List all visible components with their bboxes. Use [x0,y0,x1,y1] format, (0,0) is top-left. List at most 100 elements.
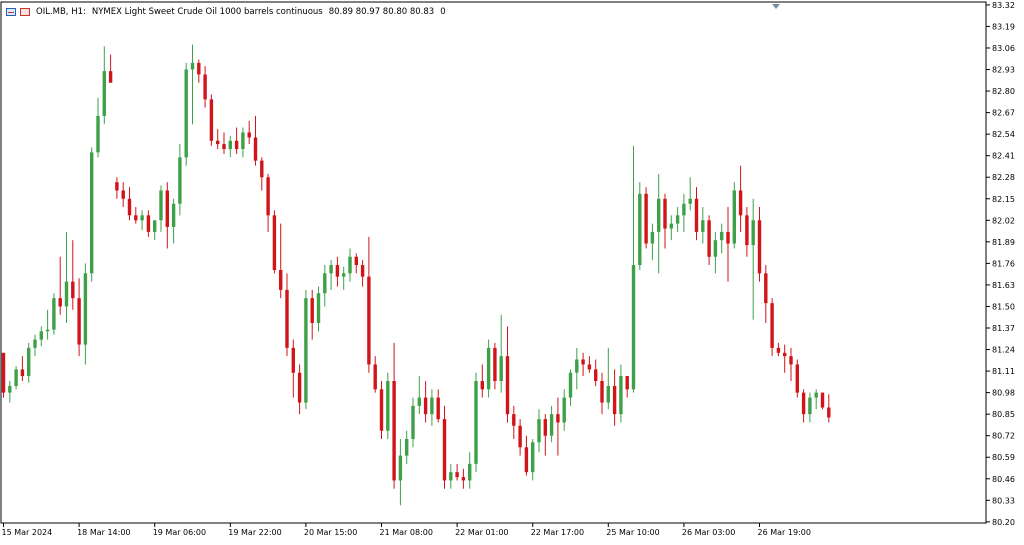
candle-body [228,140,232,150]
y-tick-label: 80.72 [992,432,1015,441]
candle-body [543,419,547,436]
candle-body [146,215,151,232]
candle-body [20,369,25,377]
y-tick-label: 80.46 [992,475,1015,484]
candle-body [713,240,718,257]
candle-body [694,198,699,232]
candle-body [606,385,610,403]
symbol-chart-icon[interactable] [6,8,16,16]
candle [165,182,169,249]
candle-body [751,220,755,246]
candle [587,356,592,373]
indicator-list-icon[interactable] [20,8,30,16]
candle [272,210,277,274]
candle-body [745,215,749,246]
candle-body [178,157,182,204]
candle-body [430,397,434,415]
candle [27,342,31,383]
candle-body [423,397,428,415]
candle [45,309,50,340]
candle [354,253,358,274]
candle [14,366,18,390]
candle-body [764,273,768,304]
candle [197,59,201,83]
candle [1,352,6,398]
candle [64,231,69,324]
y-tick-label: 81.76 [992,259,1015,268]
candle [474,372,478,473]
candles-layer [1,44,831,506]
candle [411,397,415,448]
candle [707,215,711,266]
candle-body [726,231,730,244]
candle [549,405,554,443]
y-tick-label: 82.67 [992,109,1015,118]
candle [455,463,459,481]
y-tick-label: 80.85 [992,410,1015,419]
candle-body [253,137,258,161]
candle [127,187,132,221]
candle [398,439,403,506]
candle-body [64,281,69,307]
candle-body [732,190,736,244]
candle-body [669,223,673,229]
candle-body [1,352,6,393]
candle [556,397,560,456]
candle [442,405,447,489]
candle [537,409,541,453]
candle-body [600,381,604,403]
chart-ohlc: 80.89 80.97 80.80 80.83 [328,7,435,17]
candle [71,240,75,310]
candle [134,207,138,224]
candle-body [329,265,333,274]
candle-body [373,364,377,390]
candle [234,127,239,155]
candle [644,187,648,249]
candle [783,344,787,373]
x-tick-label: 25 Mar 10:00 [606,528,659,537]
candle [682,193,686,232]
axes-layer: 83.32 83.19 83.06 82.93 82.80 82.67 82.54 82.41… [0,1,1015,537]
candle [348,248,352,282]
candle [108,54,113,83]
candle-body [720,231,724,241]
candle [512,405,516,440]
candle-body [153,220,157,232]
candle [726,207,730,282]
candle-body [405,439,409,456]
candle-body [392,381,396,481]
y-tick-label: 81.89 [992,238,1015,247]
candle-body [449,472,453,481]
y-tick-label: 82.41 [992,152,1015,161]
chart-title-bar: OIL.MB, H1: NYMEX Light Sweet Crude Oil … [6,5,452,19]
candle [77,278,81,357]
candle [310,289,314,340]
candle [379,381,384,440]
candle [171,198,176,244]
candle [461,468,466,489]
candle [688,177,692,211]
candle [52,293,56,335]
candle [216,129,220,150]
candle-body [827,407,831,418]
candle [190,44,195,125]
candle [247,120,251,145]
candle [738,165,743,232]
candle [468,452,472,489]
candle [279,223,283,299]
candle [58,256,62,315]
candle-body [379,389,384,431]
candle [222,132,226,155]
candle [745,207,749,257]
candle-body [234,140,239,150]
candle-body [335,265,340,277]
candle [694,187,699,241]
y-tick-label: 81.50 [992,302,1015,311]
candle-body [209,99,214,141]
candle [449,463,453,489]
candle [367,236,371,373]
candle [732,182,736,249]
candle-body [323,273,327,294]
